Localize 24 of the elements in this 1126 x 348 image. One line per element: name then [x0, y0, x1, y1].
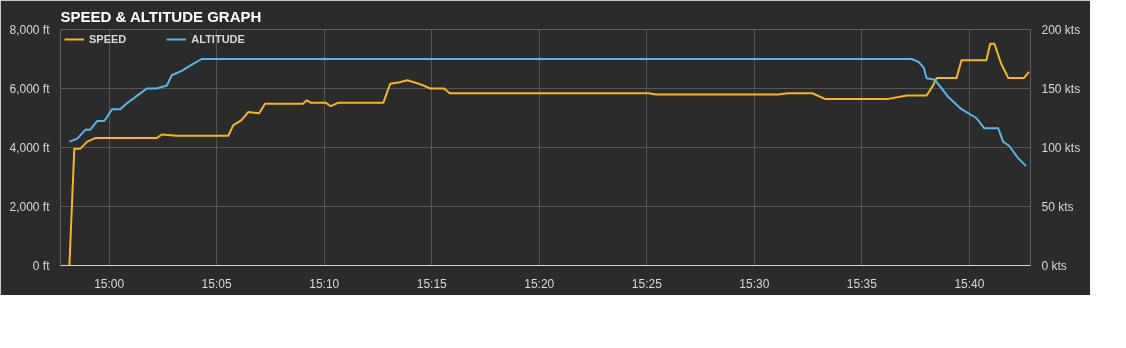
y2-tick-label: 0 kts — [1041, 258, 1067, 273]
y-tick-label: 6,000 ft — [9, 81, 51, 96]
x-tick-label: 15:35 — [846, 276, 878, 291]
chart-title: SPEED & ALTITUDE GRAPH — [60, 7, 262, 25]
x-tick-label: 15:10 — [309, 276, 340, 291]
y-tick-label: 2,000 ft — [9, 199, 51, 214]
y-tick-label: 4,000 ft — [9, 140, 51, 155]
y-tick-label: 0 ft — [32, 258, 51, 273]
x-tick-label: 15:30 — [739, 276, 770, 291]
line-series — [68, 58, 1027, 168]
y2-tick-label: 50 kts — [1041, 199, 1074, 214]
line-series — [68, 42, 1030, 266]
legend-label: ALTITUDE — [191, 33, 245, 45]
legend-label: SPEED — [89, 33, 127, 45]
y-tick-label: 8,000 ft — [9, 22, 51, 37]
x-tick-label: 15:15 — [416, 276, 448, 291]
y2-tick-label: 200 kts — [1041, 22, 1081, 37]
x-tick-label: 15:40 — [954, 276, 985, 291]
x-tick-label: 15:05 — [201, 276, 232, 291]
x-tick-label: 15:20 — [524, 276, 555, 291]
y2-tick-label: 100 kts — [1041, 140, 1081, 155]
y2-tick-label: 150 kts — [1041, 81, 1081, 96]
x-tick-label: 15:25 — [631, 276, 663, 291]
x-tick-label: 15:00 — [94, 276, 125, 291]
